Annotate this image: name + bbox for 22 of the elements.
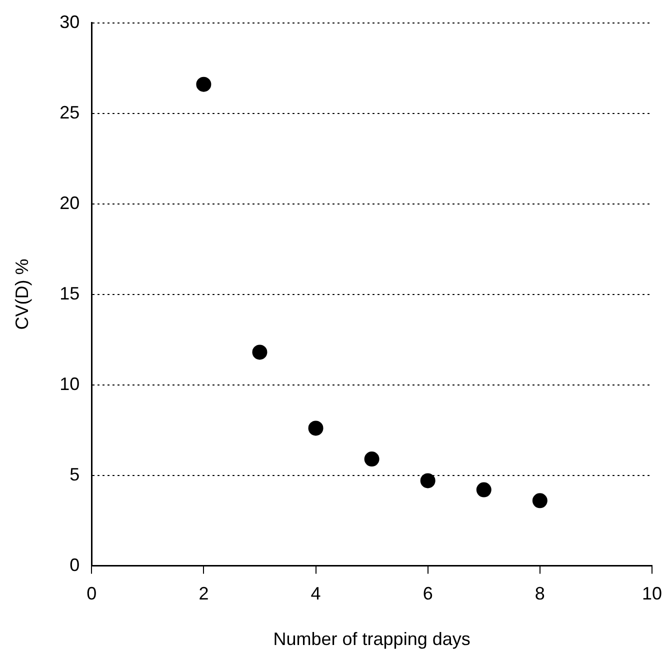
x-tick-label: 10 <box>642 584 662 604</box>
point <box>252 344 268 360</box>
y-tick-label: 30 <box>60 12 80 32</box>
x-tick-label: 8 <box>534 584 545 604</box>
y-tick-label: 20 <box>60 192 80 213</box>
x-tick-label: 2 <box>198 584 209 604</box>
point <box>420 473 436 488</box>
y-axis-title: CV(D) % <box>12 258 32 330</box>
x-tick-label: 6 <box>422 584 433 604</box>
point <box>308 420 324 436</box>
x-axis-title: Number of trapping days <box>273 629 470 650</box>
y-tick-label: 0 <box>70 554 80 575</box>
x-tick-label: 4 <box>310 584 321 604</box>
y-tick-label: 15 <box>60 283 80 304</box>
y-tick-label: 10 <box>60 374 80 394</box>
y-tick-label: 25 <box>60 102 80 122</box>
point <box>532 493 548 508</box>
point <box>476 482 492 498</box>
point <box>364 452 380 467</box>
point <box>196 76 212 92</box>
x-tick-label: 0 <box>86 584 97 604</box>
y-tick-label: 5 <box>70 464 80 484</box>
